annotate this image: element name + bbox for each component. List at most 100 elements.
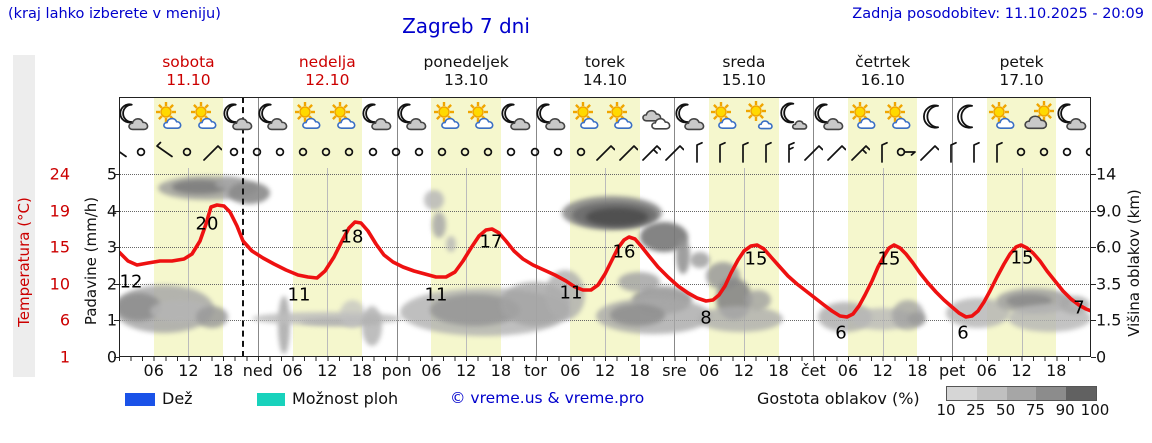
day-name: sreda — [722, 53, 766, 71]
left-axis-tick — [114, 174, 119, 176]
cloud-density-blob — [278, 296, 290, 354]
day-boundary-line — [952, 97, 954, 357]
wind-symbol-calm — [1010, 141, 1032, 163]
temperature-value-label: 18 — [340, 226, 364, 248]
day-boundary-line — [396, 97, 398, 357]
x-tick-label-day: tor — [524, 361, 547, 380]
day-boundary-line — [813, 97, 815, 357]
precip-tick-label: 3 — [106, 237, 117, 257]
h-gridline — [119, 247, 1091, 249]
x-tick-label-day: ned — [242, 361, 273, 380]
x-tick-label-hour: 06 — [837, 361, 859, 380]
wind-symbol-barb-sw — [593, 141, 616, 163]
temperature-value-label: 15 — [744, 248, 768, 270]
x-tick-label-hour: 06 — [698, 361, 720, 380]
day-name: sobota — [162, 53, 215, 71]
day-name: četrtek — [855, 53, 911, 71]
cloud-density-blob — [698, 306, 783, 332]
weather-icon-cloud-cloud — [640, 100, 674, 136]
day-header: sreda 15.10 — [722, 53, 766, 89]
copyright-link[interactable]: © vreme.us & vreme.pro — [450, 389, 645, 407]
weather-icon-moon-clear — [918, 100, 952, 136]
wind-symbol-calm — [524, 141, 546, 163]
temperature-tick-label: 24 — [49, 164, 70, 184]
day-name: petek — [999, 53, 1044, 71]
x-tick-label-hour: 12 — [872, 361, 893, 380]
x-tick-label-hour: 06 — [143, 361, 164, 380]
wind-symbol-barb-sw — [917, 141, 940, 163]
weather-icon-sun-cloud — [987, 100, 1021, 136]
h-gridline — [119, 174, 1091, 176]
day-boundary-line — [535, 97, 537, 357]
cloud-height-tick-label: 14 — [1096, 164, 1117, 184]
wind-symbol-calm-e — [894, 141, 916, 163]
x-tick-label-day: čet — [800, 361, 826, 380]
wind-symbol-calm — [385, 141, 407, 163]
noon-gridline — [604, 168, 606, 357]
x-tick-label-day: pon — [381, 361, 412, 380]
day-date: 17.10 — [999, 71, 1044, 89]
cloud-density-scale-bar — [946, 386, 1097, 401]
wind-symbol-barb-sw — [200, 141, 222, 163]
x-tick-label-hour: 18 — [490, 361, 512, 380]
x-tick-label-hour: 12 — [455, 361, 477, 380]
wind-symbol-barb-n — [871, 141, 893, 163]
wind-symbol-calm — [1033, 141, 1055, 163]
temperature-tick-label: 19 — [49, 201, 70, 221]
showers-legend-swatch — [257, 393, 285, 406]
cloud-height-tick-label: 3.5 — [1096, 274, 1122, 294]
wind-symbol-barb-n — [686, 141, 708, 163]
left-axis-tick — [114, 210, 119, 212]
x-axis-minor-ticks — [119, 357, 1091, 361]
right-axis-tick — [1091, 174, 1096, 176]
x-tick-label-hour: 12 — [1011, 361, 1032, 380]
weather-icon-sun-cloud — [883, 100, 917, 136]
wind-symbol-calm — [500, 141, 522, 163]
cloud-density-blob — [196, 306, 228, 328]
cloud-density-scale-segment — [947, 387, 977, 400]
temperature-value-label: 12 — [119, 271, 143, 293]
wind-symbol-calm — [292, 141, 314, 163]
temperature-value-label: 20 — [195, 213, 219, 235]
rain-legend-swatch — [125, 393, 155, 406]
current-time-line — [242, 97, 244, 357]
wind-symbol-barb-nw — [119, 141, 129, 163]
h-gridline — [119, 283, 1091, 285]
weather-icon-moon-cloud — [362, 100, 396, 136]
day-date: 16.10 — [860, 71, 905, 89]
page-title: Zagreb 7 dni — [402, 14, 530, 38]
weather-icon-sun-cloud-small — [744, 100, 778, 136]
x-tick-label-hour: 12 — [317, 361, 338, 380]
cloud-density-blob — [172, 180, 227, 194]
wind-symbol-barb-n2 — [778, 141, 800, 163]
wind-symbol-barb-sw2 — [848, 141, 870, 163]
weather-icon-sun-cloud — [328, 100, 362, 136]
temperature-tick-label: 10 — [49, 274, 70, 294]
cloud-density-scale-value: 100 — [1080, 401, 1110, 419]
wind-symbol-barb-nw — [153, 141, 175, 163]
x-tick-label-hour: 18 — [212, 361, 234, 380]
weather-icon-moon-cloud — [397, 100, 431, 136]
cloud-density-blob — [908, 312, 926, 326]
wind-symbol-calm — [431, 141, 453, 163]
temperature-value-label: 17 — [479, 231, 503, 253]
x-tick-label-day: sre — [662, 361, 687, 380]
day-header: torek 14.10 — [583, 53, 627, 89]
noon-gridline — [327, 168, 329, 357]
cloud-density-blob — [362, 306, 382, 346]
day-date: 14.10 — [582, 71, 628, 89]
wind-symbol-barb-sw — [801, 141, 824, 163]
right-axis-tick — [1091, 247, 1096, 249]
precip-tick-label: 5 — [106, 164, 117, 184]
cloud-density-blob — [676, 238, 690, 274]
weather-icon-moon-cloud — [223, 100, 257, 136]
wind-symbol-calm — [547, 141, 569, 163]
day-boundary-line — [257, 97, 259, 357]
temperature-value-label: 16 — [612, 241, 636, 263]
weather-icon-sun-cloud — [154, 100, 188, 136]
day-date: 13.10 — [443, 71, 489, 89]
right-axis-tick — [1091, 283, 1096, 285]
wind-symbol-barb-n — [963, 141, 985, 163]
temperature-value-label: 8 — [700, 307, 712, 329]
